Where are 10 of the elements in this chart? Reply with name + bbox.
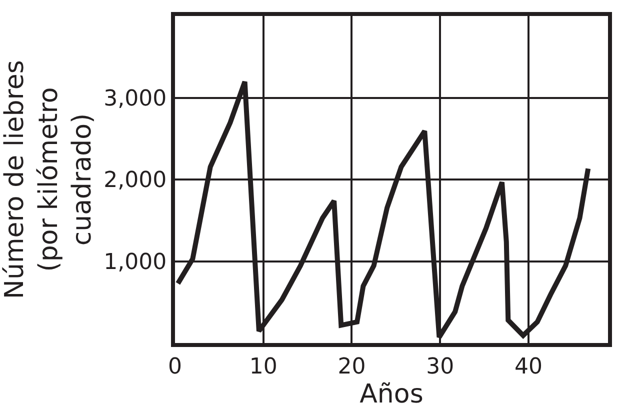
y-tick-label: 1,000 <box>104 250 167 275</box>
x-tick-label: 20 <box>338 354 366 380</box>
x-tick-label: 30 <box>426 354 454 380</box>
x-tick-label: 40 <box>514 354 542 380</box>
x-tick-label: 10 <box>249 354 278 380</box>
x-tick-label: 0 <box>168 354 182 380</box>
y-tick-label: 3,000 <box>104 86 167 112</box>
y-tick-label: 2,000 <box>104 168 167 194</box>
y-axis-title: Número de liebres (por kilómetro cuadrado) <box>0 60 98 299</box>
x-axis-title: Años <box>360 379 424 410</box>
